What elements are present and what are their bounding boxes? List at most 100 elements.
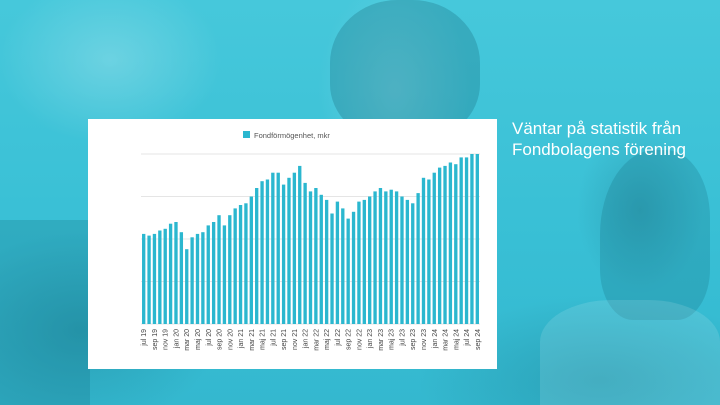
background-person-head xyxy=(330,0,480,140)
x-tick-label: jan 22 xyxy=(303,329,310,349)
x-tick-label: maj 20 xyxy=(195,329,202,350)
bar-apr-23 xyxy=(384,191,388,324)
bar-sep-24 xyxy=(475,154,479,324)
bar-sep-21 xyxy=(281,184,286,324)
bar-mar-23 xyxy=(378,188,383,324)
x-tick-label: jul 23 xyxy=(399,329,406,347)
bar-aug-23 xyxy=(405,199,410,324)
x-tick-label: mar 21 xyxy=(249,329,256,351)
bar-jun-20 xyxy=(201,232,205,324)
bar-okt-20 xyxy=(222,225,227,324)
bar-aug-20 xyxy=(211,222,216,324)
bar-nov-21 xyxy=(292,172,297,324)
x-tick-label: jul 19 xyxy=(141,329,148,347)
background-desk-lamp xyxy=(0,220,90,405)
x-tick-label: nov 21 xyxy=(292,329,299,350)
bar-maj-24 xyxy=(454,164,458,324)
x-tick-label: nov 20 xyxy=(227,329,234,350)
x-tick-label: sep 22 xyxy=(346,329,353,350)
bar-jul-21 xyxy=(271,172,275,324)
x-tick-label: sep 20 xyxy=(217,329,224,350)
bar-jun-23 xyxy=(394,191,399,324)
bar-dec-21 xyxy=(298,165,302,324)
x-tick-label: sep 24 xyxy=(475,329,482,350)
bar-dec-19 xyxy=(168,223,173,324)
bar-maj-22 xyxy=(324,199,329,324)
bar-jun-24 xyxy=(459,157,463,324)
bar-jul-24 xyxy=(464,157,469,324)
x-tick-labels: jul 19 sep 19 nov 19 jan 20 mar 20 maj 20 jul … xyxy=(141,329,482,351)
bar-jan-20 xyxy=(174,222,178,324)
bar-sep-23 xyxy=(411,203,415,324)
x-tick-label: jan 24 xyxy=(432,329,439,349)
legend-swatch xyxy=(243,131,250,138)
bar-apr-22 xyxy=(319,194,323,324)
x-tick-label: sep 21 xyxy=(281,329,288,350)
x-tick-label: jan 20 xyxy=(173,329,180,349)
bar-nov-22 xyxy=(357,201,361,324)
bar-jul-22 xyxy=(335,201,340,324)
bar-maj-20 xyxy=(195,233,200,324)
bar-feb-21 xyxy=(244,203,248,324)
bar-maj-21 xyxy=(260,181,264,324)
bar-jan-21 xyxy=(238,205,243,324)
bar-jan-22 xyxy=(303,182,307,324)
bar-jan-24 xyxy=(432,172,436,324)
x-tick-label: mar 23 xyxy=(378,329,385,351)
bar-feb-23 xyxy=(373,191,377,324)
bar-sep-20 xyxy=(217,215,221,324)
x-tick-label: maj 21 xyxy=(260,329,267,350)
bar-nov-19 xyxy=(163,228,167,324)
bar-jun-21 xyxy=(265,179,270,324)
x-tick-label: jul 24 xyxy=(464,329,471,347)
x-tick-label: maj 22 xyxy=(324,329,331,350)
bar-apr-20 xyxy=(190,237,194,324)
bar-aug-19 xyxy=(147,235,151,324)
legend-label: Fondförmögenhet, mkr xyxy=(254,131,330,140)
chart-panel: Fondförmögenhet, mkr jul 19 sep 19 nov 19 j… xyxy=(88,119,497,369)
bar-okt-22 xyxy=(351,211,356,324)
bar-dec-20 xyxy=(233,208,237,324)
bar-nov-23 xyxy=(421,177,426,324)
x-tick-label: maj 23 xyxy=(389,329,396,350)
x-tick-label: sep 19 xyxy=(152,329,159,350)
bar-jul-23 xyxy=(400,196,404,324)
x-tick-label: nov 19 xyxy=(163,329,170,350)
x-tick-label: jul 20 xyxy=(206,329,213,347)
x-tick-label: nov 23 xyxy=(421,329,428,350)
x-tick-label: nov 22 xyxy=(356,329,363,350)
x-tick-label: jan 23 xyxy=(367,329,374,349)
x-tick-label: jan 21 xyxy=(238,329,245,349)
bars xyxy=(142,154,479,324)
bar-mar-24 xyxy=(443,165,447,324)
bar-feb-20 xyxy=(179,232,184,324)
bar-maj-23 xyxy=(389,189,393,324)
bar-apr-24 xyxy=(448,162,453,324)
bar-aug-22 xyxy=(341,208,345,324)
bar-apr-21 xyxy=(255,188,259,324)
bar-dec-23 xyxy=(427,179,431,324)
x-tick-label: mar 20 xyxy=(184,329,191,351)
bar-mar-20 xyxy=(185,249,189,324)
x-tick-label: mar 24 xyxy=(443,329,450,351)
background-person-face xyxy=(600,150,710,320)
bar-dec-22 xyxy=(362,199,366,324)
bar-okt-23 xyxy=(416,193,420,324)
bar-sep-22 xyxy=(346,218,350,324)
bar-feb-22 xyxy=(308,191,313,324)
x-tick-label: mar 22 xyxy=(313,329,320,351)
bar-aug-24 xyxy=(470,154,474,324)
bar-mar-22 xyxy=(314,188,318,324)
bar-jun-22 xyxy=(330,213,334,324)
headline-text: Väntar på statistik från Fondbolagens fö… xyxy=(512,119,686,159)
x-tick-label: maj 24 xyxy=(453,329,460,350)
x-tick-label: sep 23 xyxy=(410,329,417,350)
bar-jan-23 xyxy=(368,196,372,324)
x-tick-label: jul 21 xyxy=(270,329,277,347)
bar-aug-21 xyxy=(276,172,280,324)
bar-okt-19 xyxy=(158,230,162,324)
bar-sep-19 xyxy=(152,233,157,324)
background-person-shoulder xyxy=(540,300,720,405)
bar-chart: Fondförmögenhet, mkr jul 19 sep 19 nov 19 j… xyxy=(141,131,482,351)
bar-nov-20 xyxy=(228,215,232,324)
